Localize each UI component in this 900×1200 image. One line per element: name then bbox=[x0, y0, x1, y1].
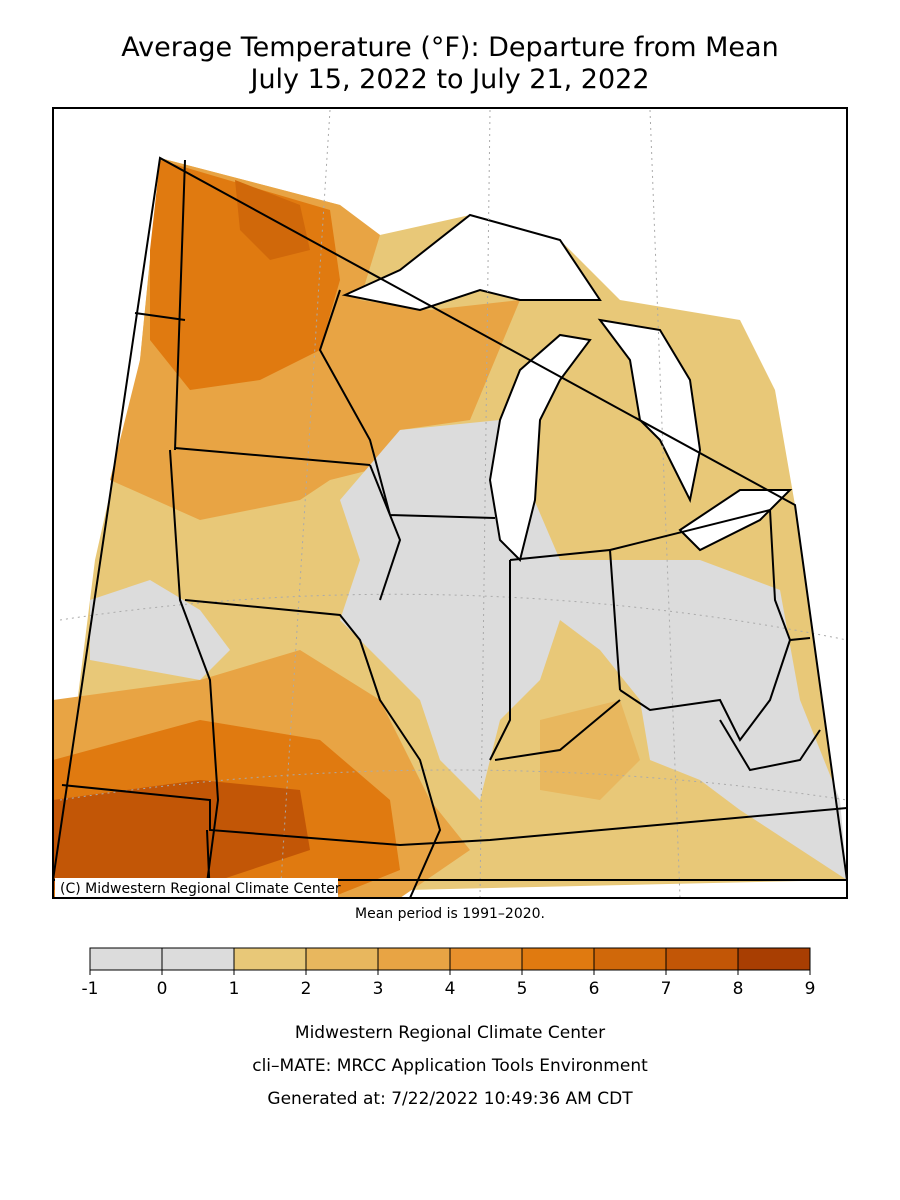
legend-swatch bbox=[305, 947, 379, 971]
legend-tick-label: 3 bbox=[373, 979, 384, 999]
legend-tick-label: 6 bbox=[589, 979, 600, 999]
legend-tick-label: 8 bbox=[733, 979, 744, 999]
copyright: (C) Midwestern Regional Climate Center bbox=[60, 881, 341, 897]
legend-tick-label: 7 bbox=[661, 979, 672, 999]
title-line: Average Temperature (°F): Departure from… bbox=[121, 32, 778, 63]
lake bbox=[678, 489, 793, 552]
legend-tick-label: 9 bbox=[805, 979, 816, 999]
legend-tick-label: 2 bbox=[301, 979, 312, 999]
warm-area bbox=[540, 700, 640, 800]
legend-tick-label: 4 bbox=[445, 979, 456, 999]
legend-tick-label: 5 bbox=[517, 979, 528, 999]
mean-period-note: Mean period is 1991–2020. bbox=[355, 906, 545, 922]
footer-line: Generated at: 7/22/2022 10:49:36 AM CDT bbox=[267, 1089, 633, 1109]
hot-area bbox=[53, 780, 310, 890]
map-frame bbox=[52, 107, 848, 899]
footer-line: Midwestern Regional Climate Center bbox=[295, 1023, 605, 1043]
map-edge bbox=[53, 156, 847, 881]
legend-swatch bbox=[737, 947, 811, 971]
legend-swatch bbox=[377, 947, 451, 971]
cool-area bbox=[340, 420, 847, 880]
copyright-box bbox=[55, 878, 338, 897]
legend-tick-label: -1 bbox=[82, 979, 99, 999]
state-border bbox=[61, 159, 847, 898]
legend-tick-label: 0 bbox=[157, 979, 168, 999]
legend-swatch bbox=[449, 947, 523, 971]
lake bbox=[488, 333, 592, 562]
legend-swatch bbox=[521, 947, 595, 971]
lake bbox=[341, 213, 602, 312]
legend-swatch bbox=[593, 947, 667, 971]
cool-area bbox=[90, 580, 230, 680]
lake bbox=[597, 318, 702, 504]
legend-tick-label: 1 bbox=[229, 979, 240, 999]
legend-swatch bbox=[233, 947, 307, 971]
title-line: July 15, 2022 to July 21, 2022 bbox=[248, 64, 649, 95]
legend: -1 0 1 2 3 4 5 6 7 8 9 bbox=[82, 947, 816, 999]
legend-swatch bbox=[665, 947, 739, 971]
legend-swatch bbox=[161, 947, 235, 971]
legend-swatch bbox=[89, 947, 163, 971]
map: (C) Midwestern Regional Climate Center bbox=[52, 107, 848, 899]
footer-line: cli–MATE: MRCC Application Tools Environ… bbox=[252, 1056, 648, 1076]
